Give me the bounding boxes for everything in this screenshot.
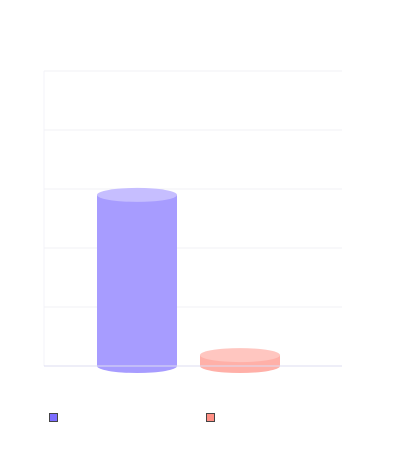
- legend-item-series-2[interactable]: [206, 413, 221, 422]
- legend-item-series-1[interactable]: [49, 413, 64, 422]
- bar-body-series-1: [97, 194, 177, 373]
- legend-swatch-series-2: [206, 413, 215, 422]
- chart-legend: [0, 413, 402, 429]
- bar-top-series-2: [200, 348, 280, 363]
- bar-top-series-1: [97, 187, 177, 202]
- legend-swatch-series-1: [49, 413, 58, 422]
- bar-series-1: [97, 187, 177, 373]
- bar-series-2: [200, 348, 280, 373]
